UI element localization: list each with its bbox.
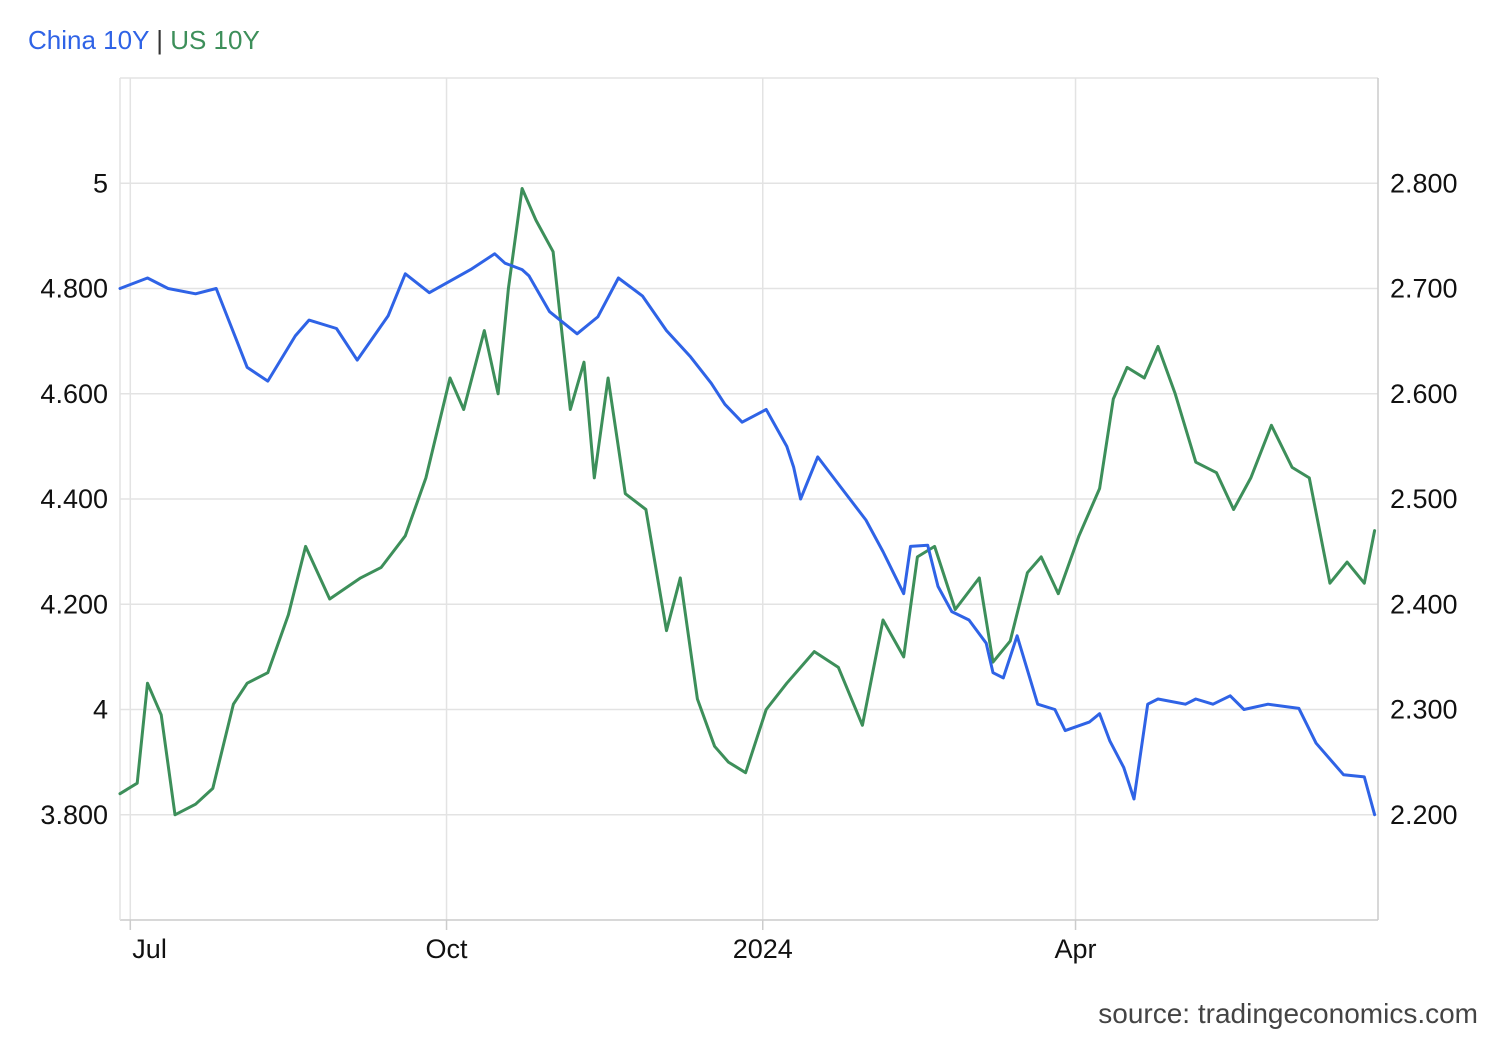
x-tick-label: Apr: [1055, 934, 1097, 964]
y-right-tick-label: 2.500: [1390, 484, 1458, 514]
y-left-tick-label: 4.400: [40, 484, 108, 514]
x-tick-label: 2024: [733, 934, 793, 964]
y-left-tick-label: 4.800: [40, 274, 108, 304]
axes: [119, 78, 1379, 930]
y-right-tick-label: 2.400: [1390, 589, 1458, 619]
legend-separator: |: [156, 25, 163, 55]
y-right-tick-label: 2.700: [1390, 274, 1458, 304]
gridlines: [120, 77, 1378, 920]
x-tick-label: Jul: [132, 934, 167, 964]
legend-us: US 10Y: [170, 25, 260, 55]
series-line-us-10y: [118, 187, 1377, 817]
y-right-tick-label: 2.800: [1390, 168, 1458, 198]
y-left-tick-label: 3.800: [40, 800, 108, 830]
legend-china: China 10Y: [28, 25, 149, 55]
y-right-tick-label: 2.300: [1390, 695, 1458, 725]
series-line-china-10y: [118, 252, 1377, 817]
y-left-tick-label: 5: [93, 168, 108, 198]
tick-labels: 3.800 4 4.200 4.400 4.600 4.800 5 2.200 2.300 2.4…: [40, 168, 1457, 964]
x-tick-label: Oct: [426, 934, 469, 964]
y-left-tick-label: 4: [93, 695, 108, 725]
y-right-tick-label: 2.600: [1390, 379, 1458, 409]
chart-legend: China 10Y | US 10Y: [28, 22, 260, 58]
y-right-tick-label: 2.200: [1390, 800, 1458, 830]
series-lines: [118, 187, 1377, 817]
source-credit: source: tradingeconomics.com: [1098, 998, 1478, 1029]
y-left-tick-label: 4.200: [40, 589, 108, 619]
y-left-tick-label: 4.600: [40, 379, 108, 409]
